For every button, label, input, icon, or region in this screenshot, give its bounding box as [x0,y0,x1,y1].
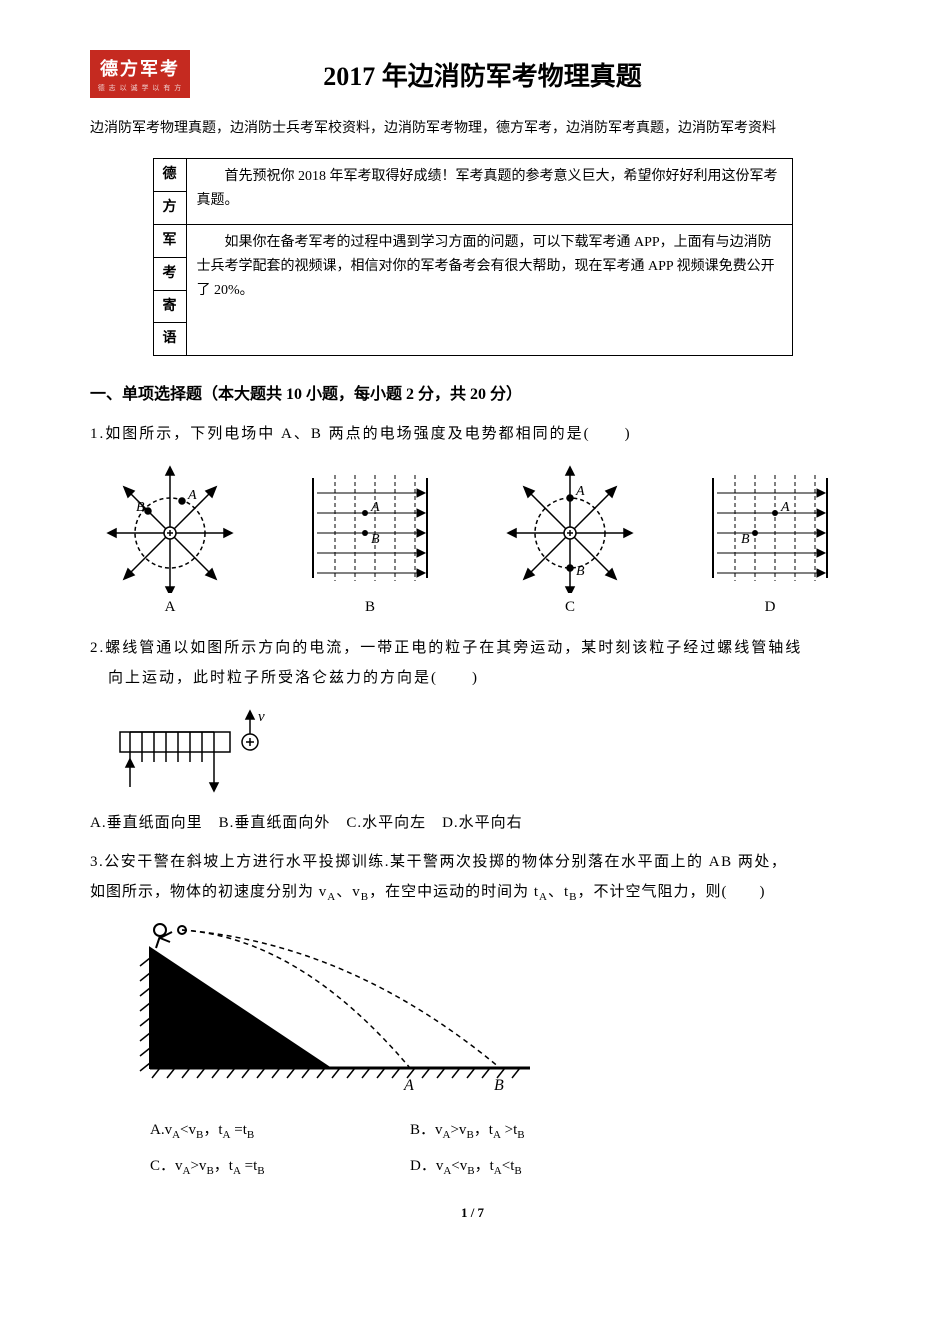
q3-figure: A B [130,918,855,1098]
svg-text:B: B [371,532,380,547]
msg-label-3: 考 [153,257,186,290]
q1-fig-a-svg: A B [100,463,240,593]
q1-label-a: A [165,599,176,616]
q1-figures: A B A [90,463,855,616]
q3-fig-label-a: A [403,1077,414,1094]
q2-line2: 向上运动，此时粒子所受洛仑兹力的方向是( ) [90,664,855,693]
svg-text:B: B [576,564,585,579]
msg-label-1: 方 [153,192,186,225]
q1-label-c: C [565,599,575,616]
q1-fig-b: A B B [295,463,445,616]
svg-text:A: A [575,484,585,499]
page-footer: 1 / 7 [90,1205,855,1221]
q1-fig-d-svg: A B [695,463,845,593]
q1-label-b: B [365,599,375,616]
logo-sub-text: 德 志 以 诚 学 以 有 方 [98,83,183,93]
q3-opt-d: D．vA<vB，tA<tB [410,1148,670,1184]
logo: 德方军考 德 志 以 诚 学 以 有 方 [90,50,190,98]
page: 德方军考 德 志 以 诚 学 以 有 方 2017 年边消防军考物理真题 边消防… [0,0,945,1337]
message-box: 德 首先预祝你 2018 年军考取得好成绩！军考真题的参考意义巨大，希望你好好利… [153,158,793,356]
q2-line1: 2.螺线管通以如图所示方向的电流，一带正电的粒子在其旁运动，某时刻该粒子经过螺线… [90,634,855,663]
header: 德方军考 德 志 以 诚 学 以 有 方 2017 年边消防军考物理真题 [90,50,855,98]
logo-main-text: 德方军考 [100,55,180,81]
q2-fig-svg: v [90,707,290,797]
page-title: 2017 年边消防军考物理真题 [210,56,755,93]
svg-text:A: A [780,500,790,515]
q1-fig-b-svg: A B [295,463,445,593]
q3-opt-c: C．vA>vB，tA =tB [150,1148,410,1184]
msg-label-0: 德 [153,159,186,192]
section-1-title: 一、单项选择题（本大题共 10 小题，每小题 2 分，共 20 分） [90,380,855,404]
q1-fig-d: A B D [695,463,845,616]
q3-fig-label-b: B [494,1077,504,1094]
svg-text:B: B [136,500,145,515]
q3-opt-b: B．vA>vB，tA >tB [410,1112,670,1148]
q3-fig-svg: A B [130,918,550,1098]
msg-para-1: 首先预祝你 2018 年军考取得好成绩！军考真题的参考意义巨大，希望你好好利用这… [186,159,792,225]
q1-text: 1.如图所示，下列电场中 A、B 两点的电场强度及电势都相同的是( ) [90,420,855,449]
msg-para-2: 如果你在备考军考的过程中遇到学习方面的问题，可以下载军考通 APP，上面有与边消… [186,224,792,355]
keywords-line: 边消防军考物理真题，边消防士兵考军校资料，边消防军考物理，德方军考，边消防军考真… [90,118,855,140]
q3-line2: 如图所示，物体的初速度分别为 vA、vB，在空中运动的时间为 tA、tB，不计空… [90,878,855,908]
q2-figure: v [90,707,855,797]
svg-text:A: A [370,500,380,515]
q3-options: A.vA<vB，tA =tB B．vA>vB，tA >tB C．vA>vB，tA… [150,1112,855,1185]
q1-fig-c: A B C [500,463,640,616]
svg-text:A: A [187,488,197,503]
msg-label-5: 语 [153,323,186,356]
q3-opt-a: A.vA<vB，tA =tB [150,1112,410,1148]
q2-options: A.垂直纸面向里 B.垂直纸面向外 C.水平向左 D.水平向右 [90,811,855,832]
q1-fig-a: A B A [100,463,240,616]
q2-v-label: v [258,709,265,725]
q3-line1: 3.公安干警在斜坡上方进行水平投掷训练.某干警两次投掷的物体分别落在水平面上的 … [90,848,855,877]
q1-label-d: D [765,599,776,616]
svg-text:B: B [741,532,750,547]
msg-label-4: 寄 [153,290,186,323]
msg-label-2: 军 [153,224,186,257]
q1-fig-c-svg: A B [500,463,640,593]
